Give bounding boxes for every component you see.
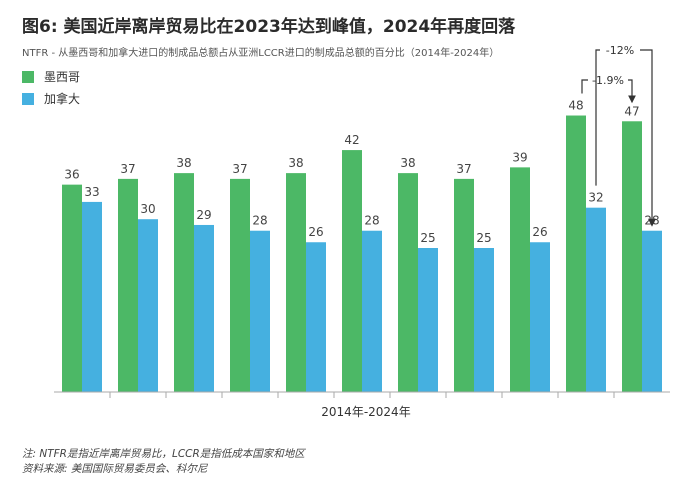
data-label-canada-2014: 33 xyxy=(84,185,99,199)
data-label-mexico-2021: 37 xyxy=(456,162,471,176)
x-axis-label: 2014年-2024年 xyxy=(321,405,410,419)
bar-mexico-2017 xyxy=(230,178,250,392)
annotation-label-bg-canada xyxy=(600,43,640,57)
annotation-label-bg-mexico xyxy=(588,73,628,87)
chart-title: 图6: 美国近岸离岸贸易比在2023年达到峰值，2024年再度回落 xyxy=(22,17,516,37)
bar-canada-2016 xyxy=(194,224,214,392)
bar-canada-2020 xyxy=(418,248,438,392)
data-label-canada-2019: 28 xyxy=(364,214,379,228)
legend-swatch-mexico xyxy=(22,70,34,83)
bars-layer: 36 33 37 30 38 29 37 28 38 26 42 28 38 25 37 25 39 26 48 32… xyxy=(54,99,670,398)
data-label-canada-2023: 32 xyxy=(588,191,603,205)
bar-canada-2022 xyxy=(530,242,550,392)
bar-mexico-2016 xyxy=(174,173,194,392)
data-label-mexico-2022: 39 xyxy=(512,150,527,164)
bar-mexico-2023 xyxy=(566,115,586,393)
bar-canada-2021 xyxy=(474,248,494,392)
bar-mexico-2015 xyxy=(118,178,138,392)
bar-mexico-2022 xyxy=(510,167,530,392)
bar-mexico-2014 xyxy=(62,184,82,392)
bar-canada-2019 xyxy=(362,230,382,392)
data-label-canada-2020: 25 xyxy=(420,231,435,245)
bar-canada-2017 xyxy=(250,230,270,392)
source-note: 资料来源: 美国国际贸易委员会、科尔尼 xyxy=(22,463,208,475)
data-label-canada-2017: 28 xyxy=(252,214,267,228)
bar-mexico-2019 xyxy=(342,150,362,392)
data-label-mexico-2015: 37 xyxy=(120,162,135,176)
bar-mexico-2020 xyxy=(398,173,418,392)
data-label-mexico-2014: 36 xyxy=(64,168,79,182)
bar-canada-2014 xyxy=(82,201,102,392)
bar-canada-2015 xyxy=(138,219,158,392)
data-label-canada-2018: 26 xyxy=(308,225,323,239)
data-label-mexico-2019: 42 xyxy=(344,133,359,147)
legend-label-mexico: 墨西哥 xyxy=(44,70,81,84)
data-label-mexico-2018: 38 xyxy=(288,156,303,170)
footnote: 注: NTFR是指近岸离岸贸易比，LCCR是指低成本国家和地区 xyxy=(22,448,305,460)
bar-canada-2023 xyxy=(586,207,606,392)
data-label-mexico-2024: 47 xyxy=(624,104,639,118)
data-label-mexico-2023: 48 xyxy=(568,99,583,113)
data-label-mexico-2020: 38 xyxy=(400,156,415,170)
bar-canada-2024 xyxy=(642,230,662,392)
legend-label-canada: 加拿大 xyxy=(44,92,81,106)
legend-item-mexico: 墨西哥 xyxy=(22,68,80,85)
bar-canada-2018 xyxy=(306,242,326,392)
annotation-label-canada: -12% xyxy=(606,44,634,57)
legend-item-canada: 加拿大 xyxy=(22,90,80,107)
data-label-canada-2022: 26 xyxy=(532,225,547,239)
annotations-layer: -1.9% -12% xyxy=(581,43,656,227)
bar-mexico-2021 xyxy=(454,178,474,392)
data-label-canada-2016: 29 xyxy=(196,208,211,222)
data-label-mexico-2016: 38 xyxy=(176,156,191,170)
data-label-canada-2015: 30 xyxy=(140,202,155,216)
data-label-canada-2021: 25 xyxy=(476,231,491,245)
chart-subtitle: NTFR - 从墨西哥和加拿大进口的制成品总额占从亚洲LCCR进口的制成品总额的… xyxy=(22,48,500,59)
bar-mexico-2024 xyxy=(622,121,642,392)
bar-mexico-2018 xyxy=(286,173,306,392)
data-label-mexico-2017: 37 xyxy=(232,162,247,176)
legend-swatch-canada xyxy=(22,92,34,105)
annotation-label-mexico: -1.9% xyxy=(592,74,624,87)
